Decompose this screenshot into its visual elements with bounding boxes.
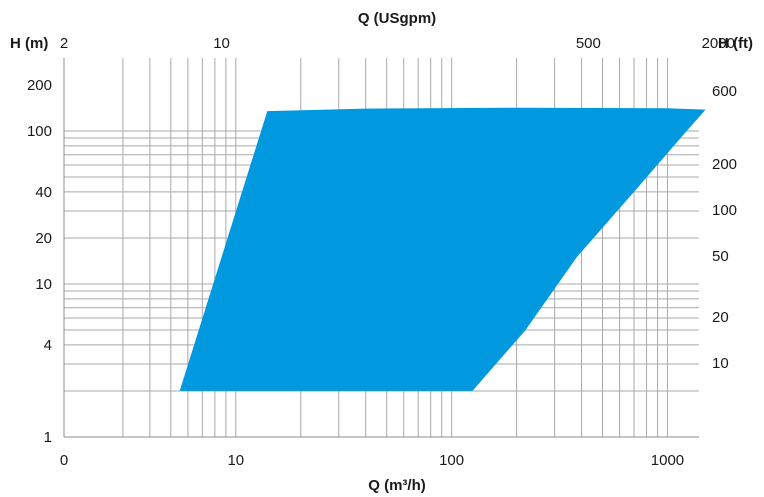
bottom-axis-label: Q (m³/h)	[368, 477, 426, 494]
right-axis-label: H (ft)	[718, 35, 753, 52]
left-tick-label: 4	[44, 337, 52, 354]
right-tick-label: 200	[712, 156, 737, 173]
left-tick-label: 1	[44, 429, 52, 446]
performance-envelope-area	[179, 107, 706, 391]
top-tick-label: 2	[60, 35, 68, 52]
bottom-tick-label: 10	[227, 452, 244, 469]
bottom-tick-label: 0	[60, 452, 68, 469]
right-tick-label: 10	[712, 355, 729, 372]
tick-labels: 0 10 100 1000 2 10 500 2000 1 4 10 20 40 100 200 10 20 50…	[27, 35, 737, 469]
bottom-tick-label: 1000	[651, 452, 684, 469]
chart-axes	[63, 58, 699, 438]
top-tick-label: 2000	[702, 35, 735, 52]
right-tick-label: 50	[712, 248, 729, 265]
top-tick-label: 10	[213, 35, 230, 52]
top-axis-label: Q (USgpm)	[358, 10, 436, 27]
top-tick-label: 500	[576, 35, 601, 52]
right-tick-label: 600	[712, 83, 737, 100]
left-tick-label: 40	[35, 184, 52, 201]
left-tick-label: 10	[35, 276, 52, 293]
left-tick-label: 20	[35, 230, 52, 247]
left-tick-label: 100	[27, 123, 52, 140]
bottom-tick-label: 100	[439, 452, 464, 469]
left-tick-label: 200	[27, 77, 52, 94]
right-tick-label: 20	[712, 309, 729, 326]
left-axis-label: H (m)	[10, 35, 48, 52]
right-tick-label: 100	[712, 202, 737, 219]
